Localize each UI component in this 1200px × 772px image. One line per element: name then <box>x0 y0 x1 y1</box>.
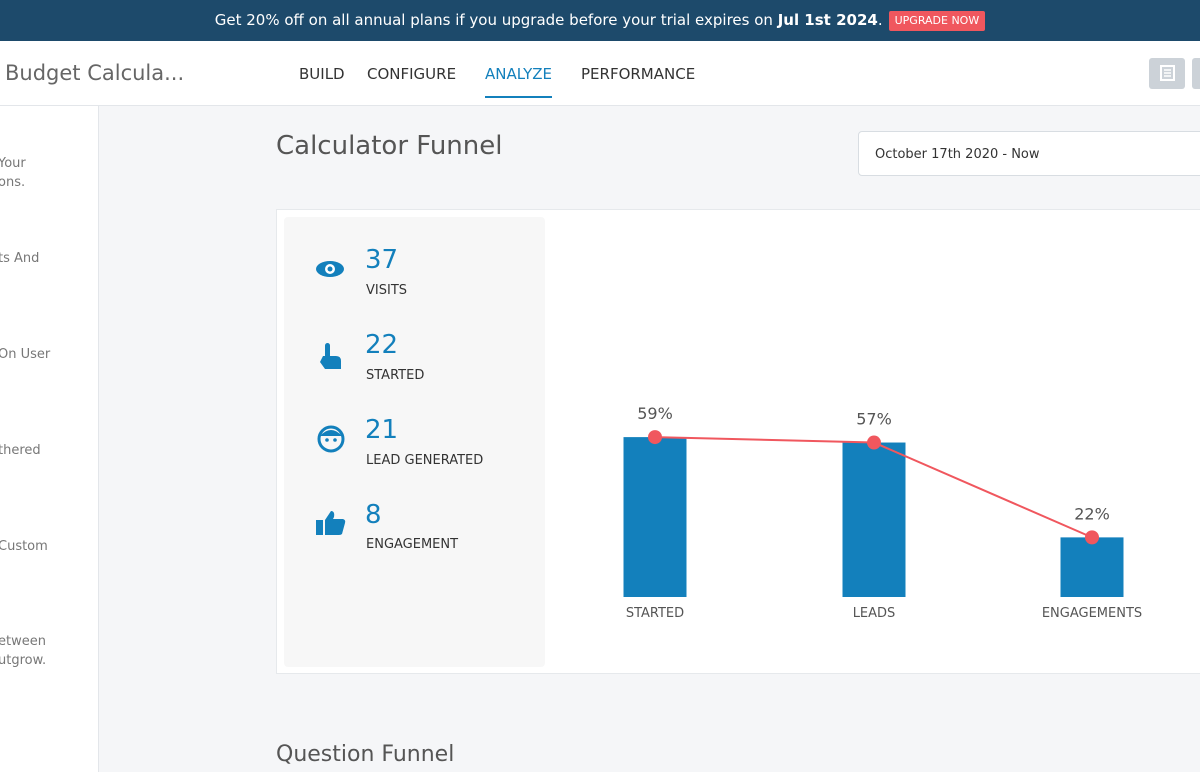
touch-icon <box>320 343 341 369</box>
sidebar-line: etween <box>0 634 46 649</box>
sidebar-line: thered <box>0 443 41 458</box>
stat-label: STARTED <box>366 368 425 383</box>
sidebar-item[interactable]: etween utgrow. <box>0 632 46 670</box>
value-label: 22% <box>1074 504 1110 523</box>
promo-banner: Get 20% off on all annual plans if you u… <box>0 0 1200 41</box>
stat-label: VISITS <box>366 283 408 298</box>
value-label: 59% <box>637 404 673 423</box>
sidebar-line: ons. <box>0 175 26 190</box>
face-icon <box>317 425 345 453</box>
bar <box>623 437 687 597</box>
funnel-chart: STARTED LEADS ENGAGEMENTS 59% 57% 22% <box>623 404 1142 621</box>
banner-date: Jul 1st 2024 <box>777 11 878 29</box>
thumbs-up-icon <box>316 511 346 535</box>
upgrade-button[interactable]: UPGRADE NOW <box>888 10 986 31</box>
stat-label: LEAD GENERATED <box>366 453 484 468</box>
stats-panel <box>284 217 545 667</box>
header: Budget Calcula... BUILD CONFIGURE ANALYZ… <box>0 41 1200 106</box>
stat-value: 21 <box>365 415 399 445</box>
sidebar-item[interactable]: Custom <box>0 537 48 556</box>
section-title: Question Funnel <box>276 742 455 767</box>
sidebar-line: ts And <box>0 251 40 266</box>
point <box>648 430 662 445</box>
calculator-title: Budget Calcula... <box>5 61 185 85</box>
nav-tab[interactable]: ANALYZE <box>485 65 553 98</box>
x-tick-label: STARTED <box>626 606 684 621</box>
sidebar-line: Custom <box>0 539 48 554</box>
bar <box>1060 537 1124 597</box>
icon <box>1160 65 1175 81</box>
sidebar-line: Your <box>0 156 26 171</box>
stat-value: 37 <box>365 245 399 275</box>
icon-button[interactable] <box>1192 58 1200 89</box>
sidebar-line: On User <box>0 347 51 362</box>
nav-tab[interactable]: BUILD <box>299 65 345 83</box>
x-tick-label: ENGAGEMENTS <box>1042 606 1142 621</box>
icon-button[interactable] <box>1149 58 1185 89</box>
eye-icon <box>316 261 344 277</box>
stat-label: ENGAGEMENT <box>366 537 459 552</box>
nav-tab[interactable]: PERFORMANCE <box>581 65 696 83</box>
sidebar-item[interactable]: ts And <box>0 249 39 268</box>
point <box>1085 530 1099 545</box>
point <box>867 435 881 450</box>
date-range-picker[interactable]: October 17th 2020 - Now <box>858 131 1200 176</box>
bar <box>842 442 906 597</box>
section-title: Calculator Funnel <box>276 131 503 161</box>
sidebar-item[interactable]: Your ons. <box>0 154 26 192</box>
banner-text: Get 20% off on all annual plans if you u… <box>214 11 778 29</box>
sidebar-line: utgrow. <box>0 653 47 668</box>
sidebar: Your ons. ts And On User thered Custom et… <box>0 106 99 772</box>
stat-value: 8 <box>365 500 382 530</box>
sidebar-item[interactable]: On User <box>0 345 50 364</box>
stat-value: 22 <box>365 330 399 360</box>
banner-end: . <box>877 11 883 29</box>
nav-tab[interactable]: CONFIGURE <box>367 65 457 83</box>
value-label: 57% <box>856 410 892 429</box>
sidebar-item[interactable]: thered <box>0 441 41 460</box>
x-tick-label: LEADS <box>853 606 896 621</box>
